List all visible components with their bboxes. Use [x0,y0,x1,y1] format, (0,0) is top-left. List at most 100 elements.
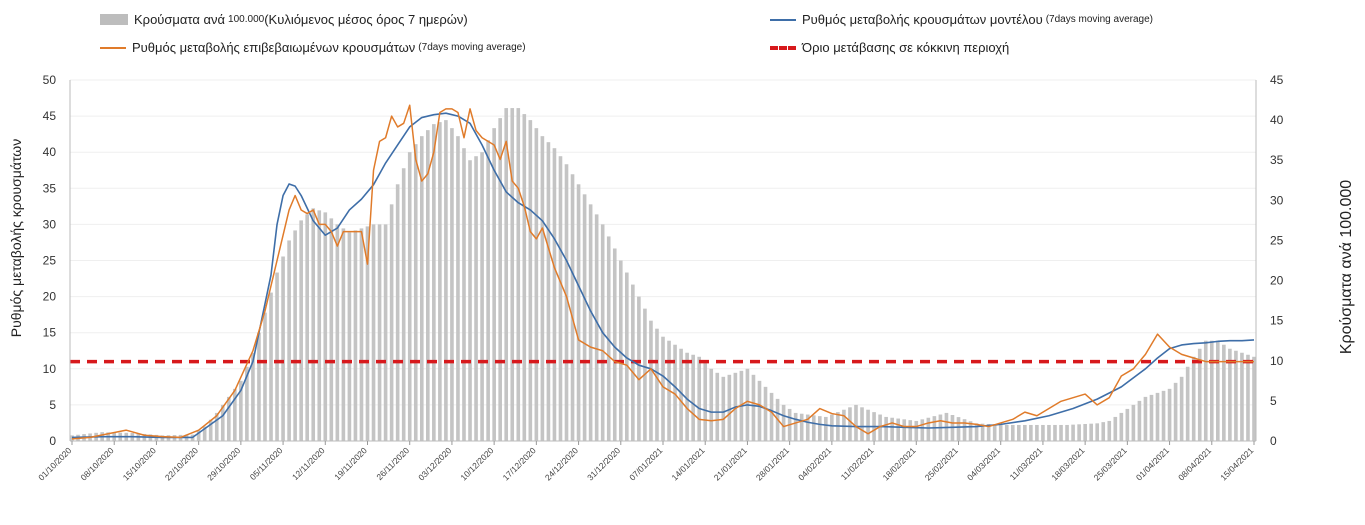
bar [902,419,907,441]
bar [208,419,213,441]
bar [824,416,828,441]
bar [854,404,858,441]
bar [715,372,720,441]
y-tick-left-label: 25 [43,254,57,268]
bar [673,344,677,441]
y-tick-right-label: 25 [1270,233,1284,247]
bar [1010,424,1015,441]
legend-model-label: Ρυθμός μεταβολής κρουσμάτων μοντέλου [802,12,1043,27]
bar [1059,424,1063,441]
bar [510,108,515,441]
y-tick-right-label: 30 [1270,193,1284,207]
y-axis-left-title: Ρυθμός μεταβολής κρουσμάτων [8,138,24,338]
bar [522,114,527,441]
bar [703,362,708,441]
bar [552,148,557,441]
bar [637,296,641,441]
bar [377,224,382,441]
bar [1065,424,1069,441]
bar [1071,424,1075,441]
bar [450,128,454,441]
bar [407,152,412,441]
bar [287,240,291,441]
bar [1053,424,1057,441]
bar [1167,388,1172,441]
bar [661,336,665,441]
x-tick-label: 15/10/2020 [121,445,158,482]
bar [830,414,834,441]
bar [1149,394,1154,441]
bar [866,409,870,441]
x-tick-label: 12/11/2020 [290,445,327,482]
bar [799,413,804,441]
bar [751,374,756,441]
bar [1179,376,1184,441]
bar [920,419,925,441]
bar [679,348,683,441]
bar [1113,416,1118,441]
bar [263,312,267,441]
bar [691,354,695,441]
bar [245,366,249,441]
y-tick-right-label: 45 [1270,73,1284,87]
legend-model: Ρυθμός μεταβολής κρουσμάτων μοντέλου (7da… [770,12,1153,27]
bar [1155,392,1160,441]
y-tick-left-label: 30 [43,217,57,231]
bar [1047,424,1051,441]
bar [365,226,370,441]
bar [1125,408,1130,441]
x-tick-label: 26/11/2020 [374,445,411,482]
bar [1004,424,1009,441]
bar [456,136,460,441]
bar [1137,400,1142,441]
bar [226,396,231,441]
bar [721,376,726,441]
bar [1161,390,1166,441]
bar [848,407,852,441]
bar [1173,382,1178,441]
bar [359,228,364,441]
bar [492,128,496,441]
x-tick-label: 10/12/2020 [458,445,495,482]
bar [371,224,376,441]
legend-threshold: Όριο μετάβασης σε κόκκινη περιοχή [770,40,1009,55]
bar [860,407,864,441]
bar [257,332,261,441]
bar [908,420,913,441]
bar [884,416,888,441]
y-tick-right-label: 0 [1270,434,1277,448]
bar [202,426,207,441]
bar [956,417,961,441]
y-tick-right-label: 35 [1270,153,1284,167]
bar [534,128,539,441]
x-tick-label: 19/11/2020 [332,445,369,482]
x-tick-label: 17/12/2020 [501,445,538,482]
y-tick-right-label: 20 [1270,274,1284,288]
x-tick-label: 24/12/2020 [543,445,580,482]
bar [1023,424,1027,441]
bar [576,184,581,442]
legend-bar-swatch [100,14,128,25]
bar [353,230,358,441]
bar [1191,356,1196,441]
bar [998,424,1003,441]
bar [335,224,340,441]
bar [618,260,623,441]
x-tick-label: 22/10/2020 [163,445,200,482]
legend-threshold-swatch [770,45,796,50]
bar [160,435,165,441]
bar [401,168,406,442]
bar [516,108,521,441]
y-tick-left-label: 20 [43,290,57,304]
x-axis-ticks: 01/10/2020 08/10/2020 15/10/2020 22/10/2020… [36,441,1256,483]
x-tick-label: 21/01/2021 [712,445,749,482]
bar [486,140,490,442]
bar [1197,348,1202,441]
bar [504,108,509,441]
bar [438,122,442,442]
bar [1143,396,1148,441]
x-tick-label: 11/02/2021 [839,445,876,482]
bar [540,136,545,441]
bar [763,386,768,441]
bar [413,144,418,441]
